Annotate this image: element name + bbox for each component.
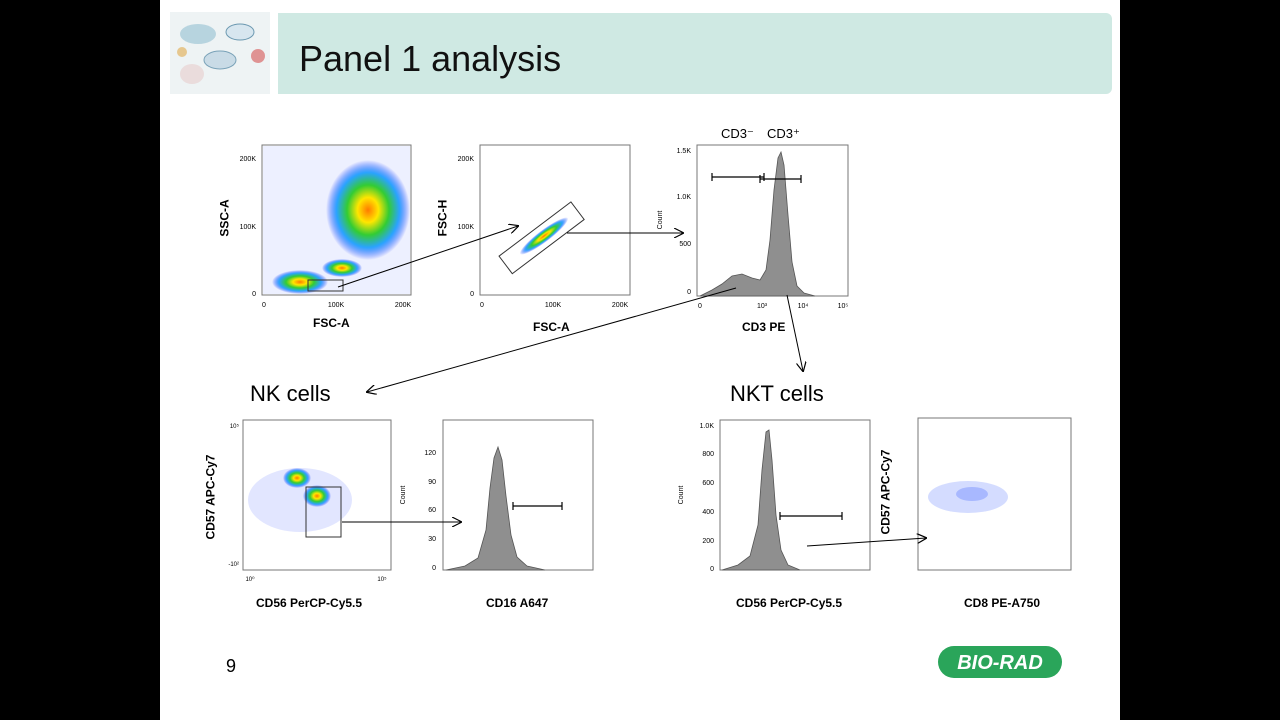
nk-gate xyxy=(305,486,342,538)
y-tick-label: 60 xyxy=(428,507,436,514)
arrow-nkt-to-cd8 xyxy=(806,538,926,547)
plot-fsch-vs-fsca: 200K 100K 0 0 100K 200K xyxy=(458,144,631,309)
x-axis-label: CD56 PerCP-Cy5.5 xyxy=(256,596,363,610)
y-tick-label: 100K xyxy=(458,224,475,231)
x-axis-label: CD56 PerCP-Cy5.5 xyxy=(736,596,843,610)
cd3-negative-label: CD3⁻ xyxy=(721,126,754,141)
x-tick-label: 0 xyxy=(262,302,266,309)
plot-frame xyxy=(479,144,631,296)
plot-ssc-vs-fsc: 200K 100K 0 0 100K 200K xyxy=(240,144,412,309)
y-tick-label: 0 xyxy=(432,565,436,572)
x-tick-label: 10³ xyxy=(757,303,768,310)
cd56-histogram-area xyxy=(721,429,801,571)
plot-frame xyxy=(719,419,871,571)
title-band xyxy=(278,13,1112,94)
x-tick-label: 10⁴ xyxy=(798,303,809,310)
x-tick-label: 0 xyxy=(480,302,484,309)
x-tick-label: 10⁵ xyxy=(377,576,387,583)
x-axis-label: CD8 PE-A750 xyxy=(964,596,1041,610)
x-tick-label: 200K xyxy=(395,302,412,309)
y-tick-label: 200K xyxy=(240,156,257,163)
y-tick-label: 600 xyxy=(702,480,714,487)
slide-title: Panel 1 analysis xyxy=(299,38,562,79)
population-granulocytes xyxy=(326,160,410,260)
y-tick-label: 200K xyxy=(458,156,475,163)
event-cloud xyxy=(248,468,352,532)
plot-frame xyxy=(442,419,594,571)
x-tick-label: 10⁵ xyxy=(838,303,849,310)
x-tick-label: 200K xyxy=(612,302,629,309)
y-axis-label: Count xyxy=(678,486,685,505)
y-tick-label: 0 xyxy=(252,291,256,298)
decorative-cells-image xyxy=(170,12,270,94)
x-axis-label: FSC-A xyxy=(313,316,350,330)
y-tick-label: 400 xyxy=(702,509,714,516)
population-cd56-dim xyxy=(303,485,331,507)
population-lymphocytes xyxy=(272,270,328,294)
page-number: 9 xyxy=(226,656,237,676)
population-monocytes xyxy=(322,259,362,277)
y-axis-label: CD57 APC-Cy7 xyxy=(203,454,218,540)
y-tick-label: 120 xyxy=(424,450,436,457)
arrow-cd3neg-to-nk xyxy=(367,287,737,392)
cd3-positive-label: CD3⁺ xyxy=(767,126,800,141)
cd16-histogram-area xyxy=(445,445,546,571)
y-axis-label: CD57 APC-Cy7 xyxy=(878,449,893,535)
plot-cd57-vs-cd8-nkt xyxy=(917,417,1072,571)
section-nkt-cells: NKT cells xyxy=(730,381,824,406)
plot-cd3-histogram: 1.5K 1.0K 500 0 0 10³ 10⁴ 10⁵ Count xyxy=(657,144,849,310)
y-tick-label: 1.0K xyxy=(700,423,715,430)
y-tick-label: 90 xyxy=(428,479,436,486)
x-axis-label: FSC-A xyxy=(533,320,570,334)
arrow-cd3pos-to-nkt xyxy=(786,294,803,371)
y-tick-label: 0 xyxy=(470,291,474,298)
arrow-lymph-to-singlets xyxy=(337,226,518,288)
y-axis-label: SSC-A xyxy=(217,199,232,237)
plot-cd57-vs-cd56-nk: 10⁵ -10² 10⁰ 10⁵ xyxy=(228,419,392,583)
x-tick-label: 100K xyxy=(328,302,345,309)
x-axis-label: CD3 PE xyxy=(742,320,786,334)
gating-arrows xyxy=(337,226,926,547)
y-tick-label: 30 xyxy=(428,536,436,543)
y-tick-label: 10⁵ xyxy=(230,423,240,430)
plot-cd56-histogram-nkt: 1.0K 800 600 400 200 0 Count xyxy=(678,419,871,573)
section-nk-cells: NK cells xyxy=(250,381,331,406)
y-axis-label: Count xyxy=(400,486,407,505)
y-tick-label: 0 xyxy=(687,289,691,296)
y-tick-label: 100K xyxy=(240,224,257,231)
y-tick-label: 200 xyxy=(702,538,714,545)
y-tick-label: 0 xyxy=(710,566,714,573)
bio-rad-logo: BIO-RAD xyxy=(938,646,1062,678)
y-tick-label: -10² xyxy=(228,562,239,568)
y-axis-label: Count xyxy=(657,211,664,230)
x-tick-label: 100K xyxy=(545,302,562,309)
slide xyxy=(160,0,1120,720)
singlet-gate xyxy=(498,201,585,275)
y-tick-label: 800 xyxy=(702,451,714,458)
cd3-histogram-area xyxy=(699,150,816,297)
x-axis-label: CD16 A647 xyxy=(486,596,549,610)
y-tick-label: 1.0K xyxy=(677,194,692,201)
y-tick-label: 500 xyxy=(679,241,691,248)
population-cd57-high xyxy=(283,468,311,488)
plot-cd16-histogram: 120 90 60 30 0 Count xyxy=(400,419,594,572)
logo-text: BIO-RAD xyxy=(957,652,1043,674)
y-axis-label: FSC-H xyxy=(435,199,450,237)
x-tick-label: 0 xyxy=(698,303,702,310)
x-tick-label: 10⁰ xyxy=(245,576,255,583)
y-tick-label: 1.5K xyxy=(677,148,692,155)
singlet-population xyxy=(519,217,569,255)
